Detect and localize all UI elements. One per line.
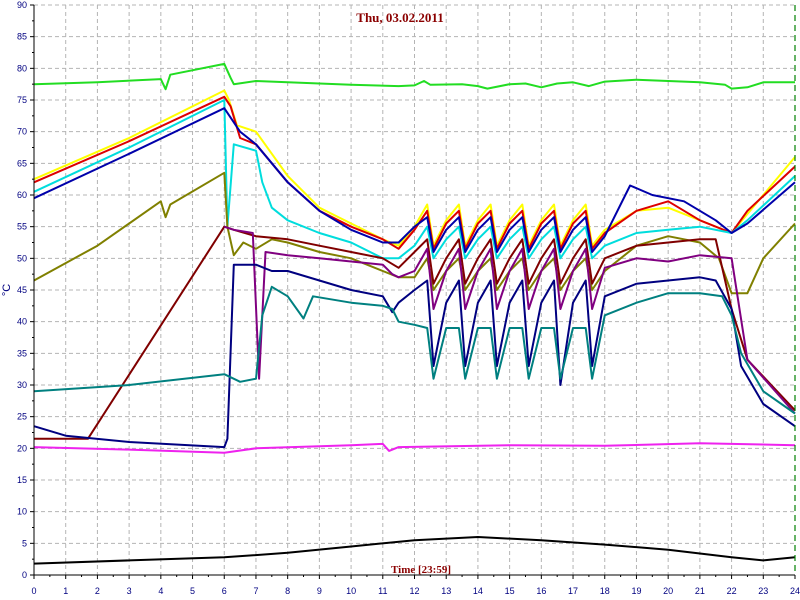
x-tick-label: 24 xyxy=(790,586,800,596)
x-tick-label: 23 xyxy=(758,586,768,596)
y-tick-label: 70 xyxy=(17,127,27,137)
series-line xyxy=(33,285,796,415)
series-group xyxy=(33,62,796,565)
x-tick-label: 16 xyxy=(536,586,546,596)
x-tick-label: 17 xyxy=(568,586,578,596)
axes xyxy=(30,4,796,579)
y-tick-label: 75 xyxy=(17,95,27,105)
series-line xyxy=(33,99,796,260)
x-tick-label: 7 xyxy=(253,586,258,596)
grid xyxy=(34,4,795,576)
y-tick-label: 85 xyxy=(17,32,27,42)
x-tick-label: 15 xyxy=(505,586,515,596)
x-tick-label: 10 xyxy=(346,586,356,596)
y-tick-label: 0 xyxy=(22,570,27,580)
x-tick-label: 9 xyxy=(317,586,322,596)
series-line xyxy=(33,536,796,565)
y-tick-label: 65 xyxy=(17,158,27,168)
series-line xyxy=(33,263,796,449)
x-tick-label: 14 xyxy=(473,586,483,596)
y-tick-label: 10 xyxy=(17,507,27,517)
x-tick-label: 21 xyxy=(695,586,705,596)
x-tick-label: 4 xyxy=(158,586,163,596)
x-tick-label: 3 xyxy=(127,586,132,596)
y-tick-label: 60 xyxy=(17,190,27,200)
y-tick-label: 25 xyxy=(17,412,27,422)
chart-title: Thu, 03.02.2011 xyxy=(356,10,443,25)
y-tick-label: 5 xyxy=(22,538,27,548)
series-line xyxy=(33,107,796,253)
x-tick-label: 1 xyxy=(63,586,68,596)
y-tick-label: 35 xyxy=(17,348,27,358)
y-tick-label: 55 xyxy=(17,222,27,232)
x-tick-label: 13 xyxy=(441,586,451,596)
series-line xyxy=(33,442,796,454)
x-tick-label: 22 xyxy=(727,586,737,596)
x-tick-label: 20 xyxy=(663,586,673,596)
x-tick-label: 2 xyxy=(95,586,100,596)
x-tick-label: 11 xyxy=(378,586,387,596)
y-tick-labels: 0 5 10 15 20 25 30 35 40 45 50 55 60 65 70 75 80 85 90 xyxy=(17,0,27,580)
y-tick-label: 80 xyxy=(17,63,27,73)
x-tick-label: 5 xyxy=(190,586,195,596)
series-line xyxy=(33,62,795,91)
x-tick-label: 18 xyxy=(600,586,610,596)
y-tick-label: 30 xyxy=(17,380,27,390)
series-line xyxy=(34,225,796,440)
y-tick-label: 45 xyxy=(17,285,27,295)
y-tick-label: 15 xyxy=(17,475,27,485)
y-axis-label: °C xyxy=(1,284,13,296)
y-tick-label: 40 xyxy=(17,317,27,327)
y-tick-label: 50 xyxy=(17,253,27,263)
y-tick-label: 20 xyxy=(17,443,27,453)
x-tick-label: 8 xyxy=(285,586,290,596)
x-tick-label: 12 xyxy=(409,586,419,596)
y-tick-label: 90 xyxy=(17,0,27,10)
x-tick-label: 19 xyxy=(631,586,641,596)
x-tick-label: 0 xyxy=(31,586,36,596)
series-line xyxy=(223,225,796,415)
x-axis-label: Time [23:59] xyxy=(391,564,451,576)
x-tick-label: 6 xyxy=(222,586,227,596)
x-tick-labels: 0 1 2 3 4 5 6 7 8 9 10 11 12 13 14 15 16 17 18 19 20 21 22 23 24 xyxy=(31,586,800,596)
